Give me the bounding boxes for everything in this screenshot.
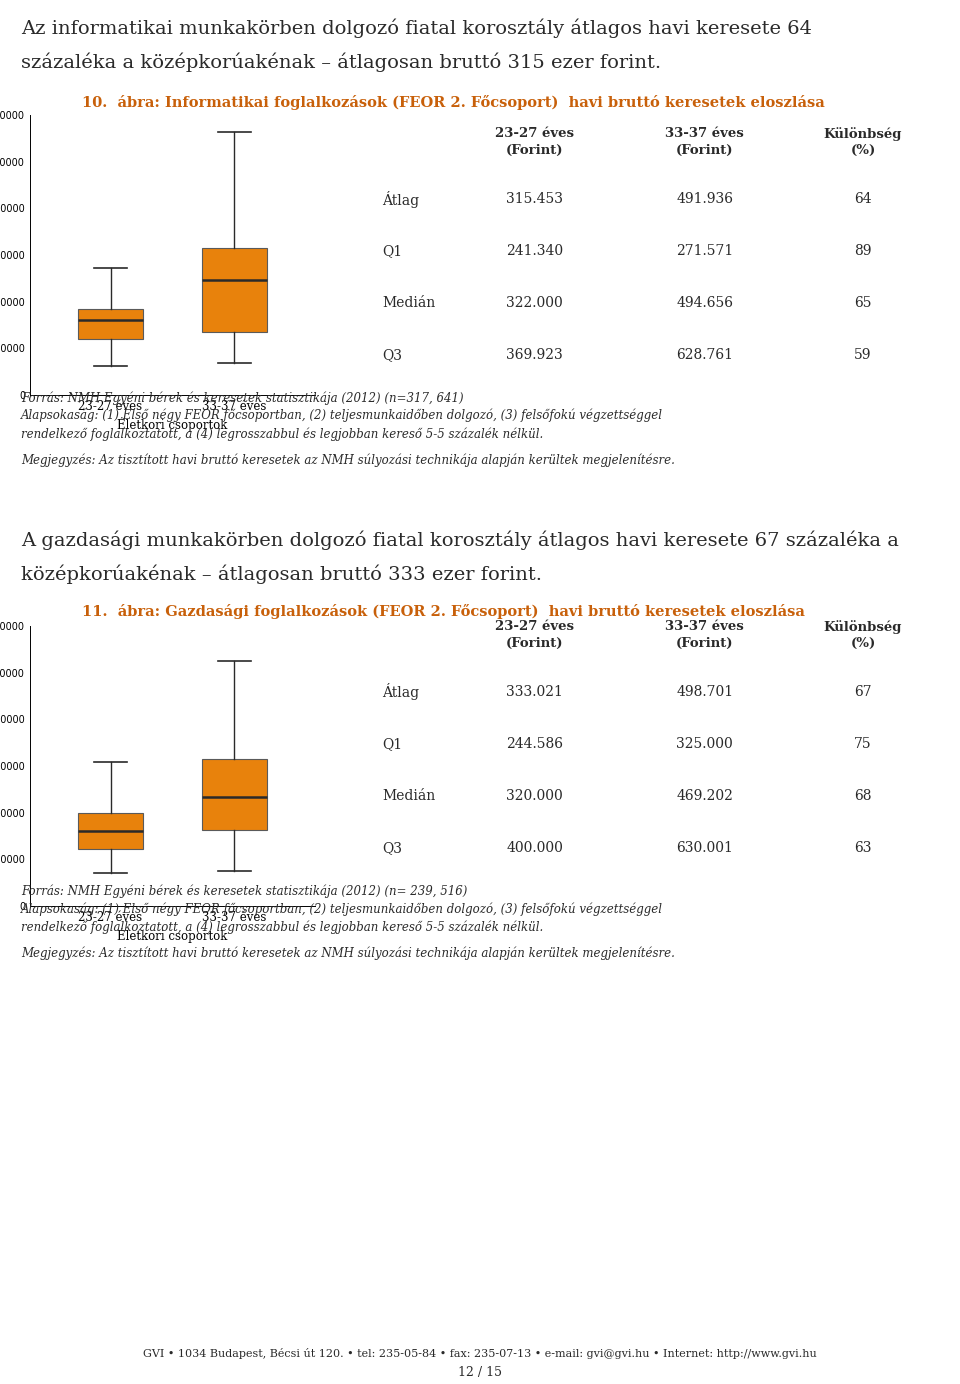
Text: 491.936: 491.936 (676, 192, 733, 206)
Text: 333.021: 333.021 (506, 685, 563, 699)
Text: 469.202: 469.202 (677, 789, 733, 803)
Text: Forrás: NMH Egyéni bérek és keresetek statisztikája (2012) (n= 239, 516): Forrás: NMH Egyéni bérek és keresetek st… (21, 884, 468, 897)
Text: Q3: Q3 (382, 347, 402, 363)
Text: 628.761: 628.761 (676, 347, 733, 363)
Text: 23-27 éves
(Forint): 23-27 éves (Forint) (495, 620, 574, 649)
Text: 498.701: 498.701 (676, 685, 733, 699)
Text: GVI • 1034 Budapest, Bécsi út 120. • tel: 235-05-84 • fax: 235-07-13 • e-mail: g: GVI • 1034 Budapest, Bécsi út 120. • tel… (143, 1348, 817, 1359)
Text: Megjegyzés: Az tisztított havi bruttó keresetek az NMH súlyozási technikája alap: Megjegyzés: Az tisztított havi bruttó ke… (21, 453, 675, 466)
Text: 23-27 éves
(Forint): 23-27 éves (Forint) (495, 127, 574, 156)
PathPatch shape (203, 248, 267, 332)
Text: Medián: Medián (382, 789, 436, 803)
Text: Átlag: Átlag (382, 684, 420, 700)
PathPatch shape (79, 812, 143, 848)
PathPatch shape (203, 758, 267, 830)
Text: 68: 68 (854, 789, 872, 803)
Text: 59: 59 (854, 347, 872, 363)
Text: 244.586: 244.586 (506, 738, 564, 752)
Text: 11.  ábra: Gazdasági foglalkozások (FEOR 2. Főcsoport)  havi bruttó keresetek el: 11. ábra: Gazdasági foglalkozások (FEOR … (82, 603, 804, 619)
Text: rendelkező foglalkoztatott, a (4) legrosszabbul és legjobban kereső 5-5 százalék: rendelkező foglalkoztatott, a (4) legros… (21, 428, 543, 440)
Text: százaléka a középkorúakénak – átlagosan bruttó 315 ezer forint.: százaléka a középkorúakénak – átlagosan … (21, 53, 661, 72)
Text: középkorúakénak – átlagosan bruttó 333 ezer forint.: középkorúakénak – átlagosan bruttó 333 e… (21, 565, 542, 584)
Text: 271.571: 271.571 (676, 244, 733, 257)
Text: 315.453: 315.453 (506, 192, 564, 206)
Text: Medián: Medián (382, 296, 436, 310)
Text: 630.001: 630.001 (677, 841, 733, 855)
Text: Átlag: Átlag (382, 191, 420, 208)
Text: 89: 89 (854, 244, 872, 257)
Text: Megjegyzés: Az tisztított havi bruttó keresetek az NMH súlyozási technikája alap: Megjegyzés: Az tisztított havi bruttó ke… (21, 947, 675, 959)
Text: 65: 65 (854, 296, 872, 310)
PathPatch shape (79, 309, 143, 339)
Text: 369.923: 369.923 (506, 347, 563, 363)
Text: Q3: Q3 (382, 841, 402, 855)
Text: Az informatikai munkakörben dolgozó fiatal korosztály átlagos havi keresete 64: Az informatikai munkakörben dolgozó fiat… (21, 18, 812, 37)
Text: 322.000: 322.000 (506, 296, 563, 310)
Text: 400.000: 400.000 (506, 841, 563, 855)
Text: 33-37 éves
(Forint): 33-37 éves (Forint) (665, 620, 744, 649)
Text: 320.000: 320.000 (506, 789, 563, 803)
Text: 241.340: 241.340 (506, 244, 564, 257)
Text: rendelkező foglalkoztatott, a (4) legrosszabbul és legjobban kereső 5-5 százalék: rendelkező foglalkoztatott, a (4) legros… (21, 920, 543, 933)
Text: Különbség
(%): Különbség (%) (824, 620, 902, 650)
Text: 494.656: 494.656 (676, 296, 733, 310)
Text: 63: 63 (854, 841, 872, 855)
Text: Q1: Q1 (382, 738, 402, 752)
Text: Alapsokaság: (1) Első négy FEOR főcsoportban, (2) teljesmunkaidőben dolgozó, (3): Alapsokaság: (1) Első négy FEOR főcsopor… (21, 902, 663, 915)
Text: Q1: Q1 (382, 244, 402, 257)
Text: A gazdasági munkakörben dolgozó fiatal korosztály átlagos havi keresete 67 száza: A gazdasági munkakörben dolgozó fiatal k… (21, 530, 899, 549)
Text: 64: 64 (854, 192, 872, 206)
X-axis label: Életkori csoportok: Életkori csoportok (117, 929, 228, 943)
X-axis label: Életkori csoportok: Életkori csoportok (117, 417, 228, 432)
Text: 12 / 15: 12 / 15 (458, 1366, 502, 1378)
Text: 10.  ábra: Informatikai foglalkozások (FEOR 2. Főcsoport)  havi bruttó keresetek: 10. ábra: Informatikai foglalkozások (FE… (82, 95, 825, 109)
Text: Alapsokaság: (1) Első négy FEOR főcsoportban, (2) teljesmunkaidőben dolgozó, (3): Alapsokaság: (1) Első négy FEOR főcsopor… (21, 410, 663, 422)
Text: 75: 75 (854, 738, 872, 752)
Text: 325.000: 325.000 (677, 738, 733, 752)
Text: 67: 67 (854, 685, 872, 699)
Text: Különbség
(%): Különbség (%) (824, 127, 902, 156)
Text: Forrás: NMH Egyéni bérek és keresetek statisztikája (2012) (n=317, 641): Forrás: NMH Egyéni bérek és keresetek st… (21, 392, 464, 404)
Text: 33-37 éves
(Forint): 33-37 éves (Forint) (665, 127, 744, 156)
